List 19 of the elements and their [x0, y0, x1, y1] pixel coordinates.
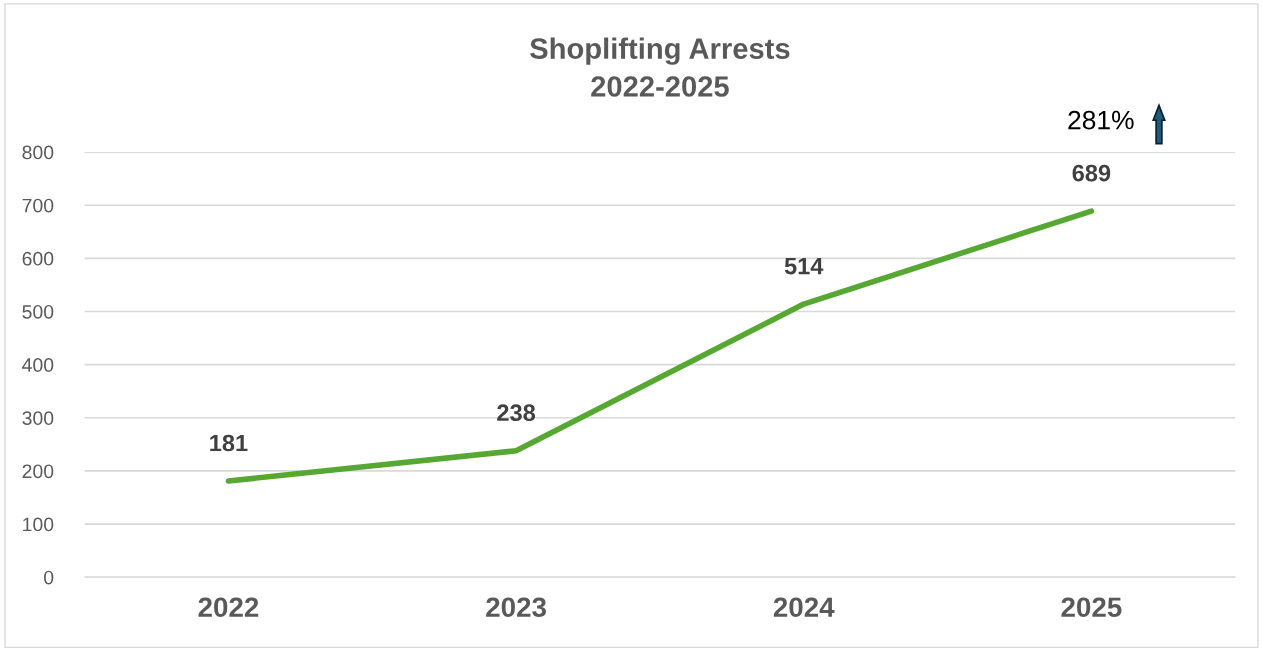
- text: 281%: [1068, 110, 1134, 130]
- y-tick-label: 700: [22, 198, 54, 213]
- y-tick-label: 200: [22, 464, 54, 479]
- data-label: 689: [1072, 164, 1111, 182]
- data-label: 181: [210, 434, 248, 452]
- x-tick-label: 2025: [1061, 597, 1122, 618]
- y-tick-label: 400: [22, 358, 54, 372]
- y-tick-label: 100: [23, 517, 54, 532]
- y-tick-label: 500: [22, 304, 54, 319]
- y-tick-label: 0: [44, 570, 54, 585]
- data-label: 514: [784, 257, 824, 275]
- y-tick-label: 600: [22, 251, 54, 266]
- y-tick-label: 800: [22, 145, 54, 160]
- x-tick-label: 2024: [773, 597, 835, 618]
- data-label: 238: [497, 404, 536, 422]
- x-tick-label: 2022: [198, 597, 259, 618]
- y-tick-label: 300: [22, 411, 54, 426]
- x-tick-label: 2023: [486, 597, 546, 618]
- chart-title: Shoplifting Arrests 2022-2025: [530, 37, 790, 97]
